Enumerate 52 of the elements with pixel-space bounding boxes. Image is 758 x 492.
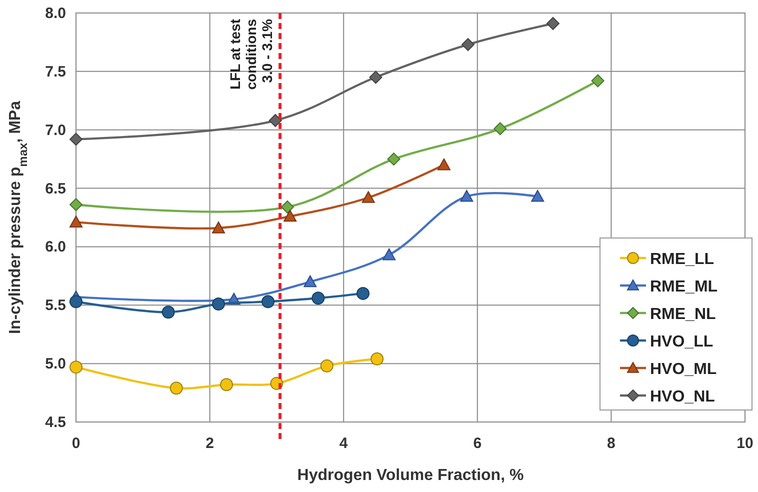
ref-line-label: LFL at test conditions 3.0 - 3.1% [227,18,276,90]
point [212,297,225,310]
legend-label: HVO_NL [650,388,716,406]
y-tick-label: 6.5 [45,180,66,198]
legend-label: HVO_ML [650,361,717,378]
point [370,352,384,366]
point [591,74,604,88]
point [70,360,82,374]
legend-label: HVO_LL [650,334,714,350]
point [546,17,560,30]
point [362,191,375,203]
point [387,152,400,166]
point [312,292,325,305]
x-tick-label: 0 [72,435,80,452]
point [284,210,297,222]
x-tick-label: 8 [607,435,616,452]
point [212,222,225,234]
point [170,382,183,395]
point [460,190,474,202]
point [437,158,450,170]
x-axis-title: Hydrogen Volume Fraction, % [297,467,524,484]
x-tick-label: 2 [206,435,214,452]
point [369,70,382,84]
point [462,38,475,52]
legend-label: RME_ML [650,278,718,296]
point [70,216,82,228]
y-tick-label: 5.5 [45,297,66,314]
y-tick-label: 7.0 [45,122,66,139]
point [162,306,175,319]
point [531,190,544,202]
point [262,295,275,308]
point [280,200,294,214]
point [320,359,334,372]
y-tick-label: 4.5 [45,414,66,431]
point [494,122,507,136]
x-tick-label: 6 [473,435,482,452]
point [268,114,282,128]
legend-label: RME_NL [650,306,716,323]
point [70,198,82,212]
y-tick-label: 6.0 [45,238,66,256]
point [70,132,82,146]
x-tick-label: 4 [339,435,348,452]
point [382,248,396,260]
point [304,275,317,288]
point [70,295,82,308]
x-tick-label: 10 [736,435,754,452]
point [220,378,234,392]
y-tick-label: 5.0 [45,356,66,373]
y-tick-label: 7.5 [45,63,66,80]
point [356,286,370,300]
legend-label: RME_LL [650,251,714,268]
y-tick-label: 8.0 [45,5,66,22]
